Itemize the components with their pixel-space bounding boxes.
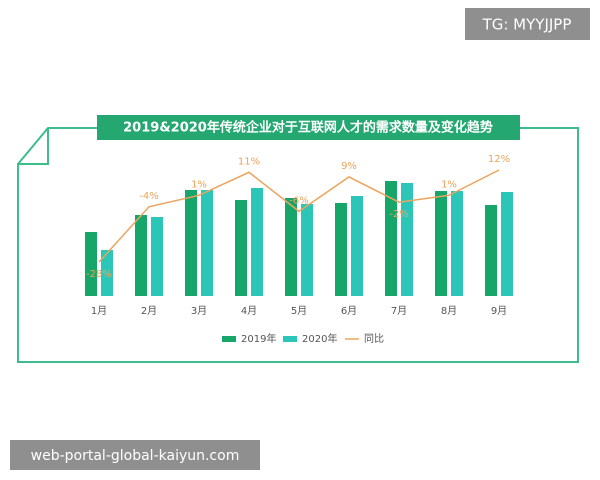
data-label: 9%	[341, 161, 357, 172]
bar	[401, 183, 413, 296]
legend-label: 同比	[364, 333, 384, 345]
data-label: -4%	[139, 191, 158, 202]
bar	[135, 215, 147, 296]
bar	[451, 191, 463, 296]
bar	[435, 191, 447, 296]
data-label: -28%	[86, 269, 112, 280]
x-tick-label: 4月	[241, 305, 257, 317]
x-tick-label: 1月	[91, 305, 107, 317]
x-tick-label: 2月	[141, 305, 157, 317]
data-label: 1%	[441, 179, 457, 190]
bar	[85, 232, 97, 296]
bar	[185, 190, 197, 296]
data-label: -6%	[289, 195, 308, 206]
watermark-box	[10, 440, 260, 470]
watermark: TG: MYYJJPP	[482, 16, 572, 34]
watermark: web-portal-global-kaiyun.com	[31, 448, 240, 464]
bar	[335, 203, 347, 296]
bar	[351, 196, 363, 296]
x-tick-label: 6月	[341, 305, 357, 317]
bar	[285, 198, 297, 296]
bar	[251, 188, 263, 296]
bar	[201, 190, 213, 296]
bar	[101, 250, 113, 296]
bar	[301, 204, 313, 296]
bar	[501, 192, 513, 296]
data-label: 12%	[488, 154, 510, 165]
x-tick-label: 5月	[291, 305, 307, 317]
watermark-box	[465, 8, 590, 40]
x-tick-label: 9月	[491, 305, 507, 317]
data-label: -2%	[389, 209, 408, 220]
legend-label: 2020年	[302, 332, 337, 345]
x-tick-label: 7月	[391, 305, 407, 317]
chart-title: 2019&2020年传统企业对于互联网人才的需求数量及变化趋势	[123, 120, 493, 136]
bar	[385, 181, 397, 296]
x-tick-label: 3月	[191, 305, 207, 317]
bar	[151, 217, 163, 296]
bar	[235, 200, 247, 296]
legend-label: 2019年	[241, 332, 276, 345]
bar	[485, 205, 497, 296]
data-label: 11%	[238, 156, 260, 167]
x-tick-label: 8月	[441, 305, 457, 317]
line	[98, 169, 500, 263]
legend-swatch	[283, 336, 297, 342]
legend-swatch	[222, 336, 236, 342]
title-banner	[97, 115, 520, 140]
data-label: 1%	[191, 179, 207, 190]
